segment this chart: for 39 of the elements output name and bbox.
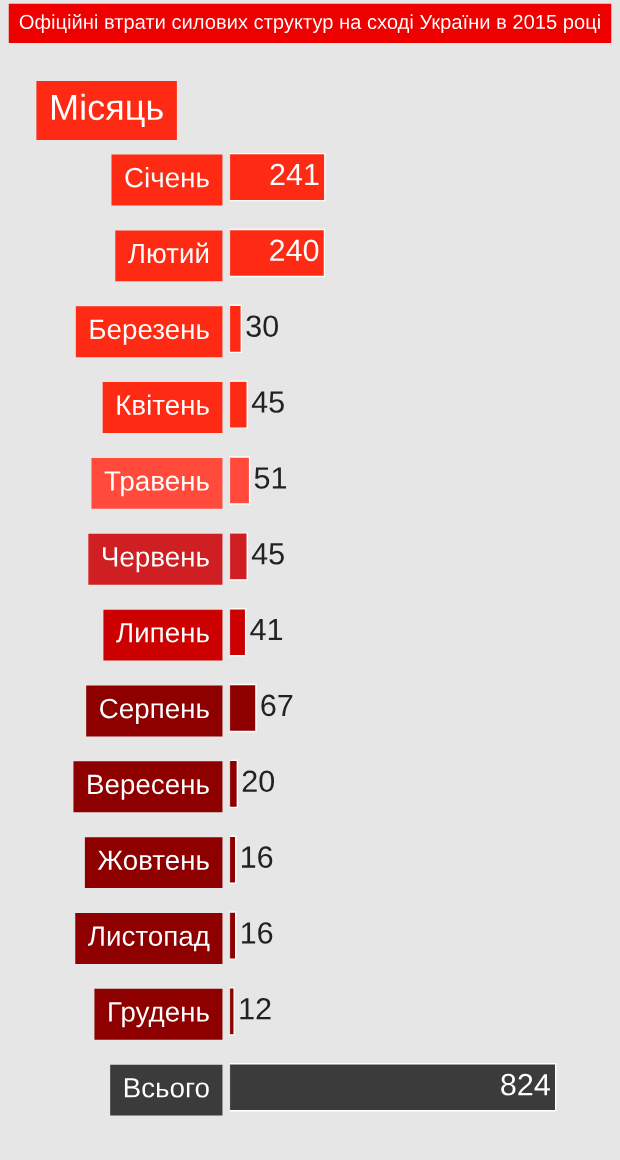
bar bbox=[229, 532, 248, 581]
y-tick-label: Квітень bbox=[117, 394, 209, 415]
data-label: 41 bbox=[250, 619, 283, 641]
bar bbox=[229, 1063, 557, 1112]
y-tick-label: Жовтень bbox=[97, 850, 209, 871]
y-tick-label: Всього bbox=[124, 1078, 209, 1098]
y-tick-label: Листопад bbox=[88, 926, 210, 952]
bar bbox=[229, 456, 251, 505]
data-label: 67 bbox=[261, 694, 293, 717]
data-label: 241 bbox=[270, 163, 319, 186]
y-tick-label: Грудень bbox=[109, 1002, 209, 1028]
bar bbox=[229, 380, 248, 429]
data-label: 16 bbox=[241, 922, 273, 944]
chart-title: Офіційні втрати силових структур на сході України в 2015 році bbox=[19, 13, 600, 34]
y-tick-label: Вересень bbox=[88, 774, 209, 800]
bar bbox=[229, 987, 235, 1036]
y-tick-label: Травень bbox=[104, 471, 209, 497]
y-tick-label: Червень bbox=[103, 547, 209, 573]
bar bbox=[229, 683, 257, 733]
data-label: 45 bbox=[251, 391, 284, 413]
bar bbox=[229, 304, 242, 354]
y-tick-label: Березень bbox=[90, 319, 209, 345]
y-tick-label: Лютий bbox=[128, 242, 209, 264]
bar bbox=[229, 607, 247, 657]
y-tick-label: Липень bbox=[116, 623, 209, 643]
data-label: 20 bbox=[242, 770, 275, 793]
data-label: 824 bbox=[501, 1073, 550, 1096]
bar bbox=[229, 759, 239, 809]
y-tick-label: Січень bbox=[125, 167, 209, 188]
bar bbox=[229, 152, 326, 202]
data-label: 240 bbox=[270, 239, 319, 262]
y-tick-label: Серпень bbox=[100, 698, 209, 724]
data-label: 16 bbox=[241, 846, 273, 868]
data-label: 12 bbox=[240, 998, 271, 1020]
data-label: 30 bbox=[246, 315, 278, 338]
bar bbox=[229, 228, 326, 278]
y-axis-title: Місяць bbox=[52, 93, 163, 128]
data-label: 51 bbox=[254, 467, 287, 489]
data-label: 45 bbox=[251, 543, 284, 565]
